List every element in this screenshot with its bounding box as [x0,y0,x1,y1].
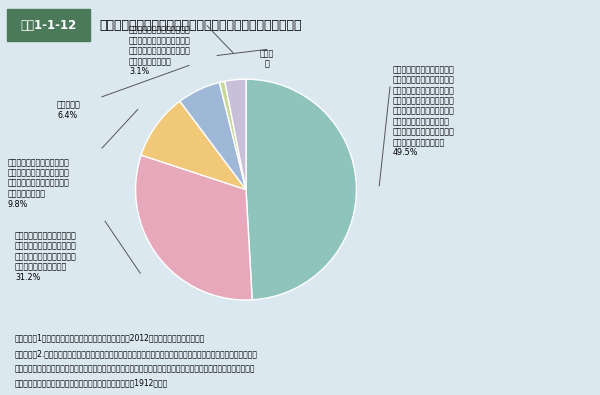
Text: 現在の生活水準（物質的な豊
かさや便利さ）が落ちること
になっても、循環型社会に移
行するべきである
9.8%: 現在の生活水準（物質的な豊 かさや便利さ）が落ちること になっても、循環型社会に… [7,158,69,209]
Wedge shape [141,101,246,190]
Text: 国民の９割以上が循環型社会への移行を肯定的に捉えている: 国民の９割以上が循環型社会への移行を肯定的に捉えている [99,19,302,32]
Text: ついて、あなたはどのように思いますか。あなたの考え方に近いものをこの中から１つだけお答えくだ: ついて、あなたはどのように思いますか。あなたの考え方に近いものをこの中から１つだ… [15,364,256,373]
Wedge shape [220,81,246,190]
Wedge shape [225,79,246,190]
Text: （備考）　1．内閣府「環境問題に関する世論調査」（2012年６月調査）により作成。: （備考） 1．内閣府「環境問題に関する世論調査」（2012年６月調査）により作成… [15,334,205,343]
Wedge shape [180,83,246,190]
Wedge shape [136,155,252,300]
Text: 図表1-1-12: 図表1-1-12 [20,19,77,32]
Wedge shape [246,79,356,300]
Text: 現在の生活水準（物質的な豊
かさや便利さ）を落とすこと
であり、循環型社会への移行
は受け入れられない
3.1%: 現在の生活水準（物質的な豊 かさや便利さ）を落とすこと であり、循環型社会への移… [129,26,191,76]
Text: さい。」との質問に対する回答（回答人数：1912名）。: さい。」との質問に対する回答（回答人数：1912名）。 [15,378,168,387]
Text: 現在の生活水準（物質的な豊
かさや便利さ）が多少落ちる
ことになっても、循環型社会
への移行はやむを得ない
31.2%: 現在の生活水準（物質的な豊 かさや便利さ）が多少落ちる ことになっても、循環型社… [15,231,77,282]
Text: 現在の生活水準（物質的な豊
かさや便利さ）を落とさず、
大量生産、大量消費は維持し
ながら、廃棄物の再使用（リ
ユース）や再生利用（リサイ
クル）を積極的に進め: 現在の生活水準（物質的な豊 かさや便利さ）を落とさず、 大量生産、大量消費は維持… [393,65,455,157]
Text: わからない
6.4%: わからない 6.4% [57,101,81,120]
Text: その他
－: その他 － [260,49,274,69]
Text: 2.「大量生産、大量消費、大量廃棄型の社会から脱却し、循環型社会を形成する施策を進めていくことに: 2.「大量生産、大量消費、大量廃棄型の社会から脱却し、循環型社会を形成する施策を… [15,350,258,359]
